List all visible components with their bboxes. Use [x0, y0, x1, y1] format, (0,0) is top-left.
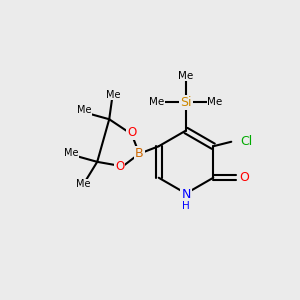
Text: Si: Si — [180, 95, 192, 109]
Text: Me: Me — [76, 179, 91, 189]
Text: N: N — [181, 188, 191, 202]
Text: Me: Me — [178, 70, 194, 81]
Text: B: B — [135, 147, 143, 160]
Text: O: O — [239, 171, 249, 184]
Text: O: O — [127, 126, 136, 139]
Text: O: O — [115, 160, 124, 173]
Text: Me: Me — [149, 97, 164, 107]
Text: Me: Me — [77, 105, 92, 115]
Text: Me: Me — [106, 90, 121, 100]
Text: H: H — [182, 201, 190, 211]
Text: Cl: Cl — [240, 135, 252, 148]
Text: Me: Me — [64, 148, 79, 158]
Text: Me: Me — [208, 97, 223, 107]
